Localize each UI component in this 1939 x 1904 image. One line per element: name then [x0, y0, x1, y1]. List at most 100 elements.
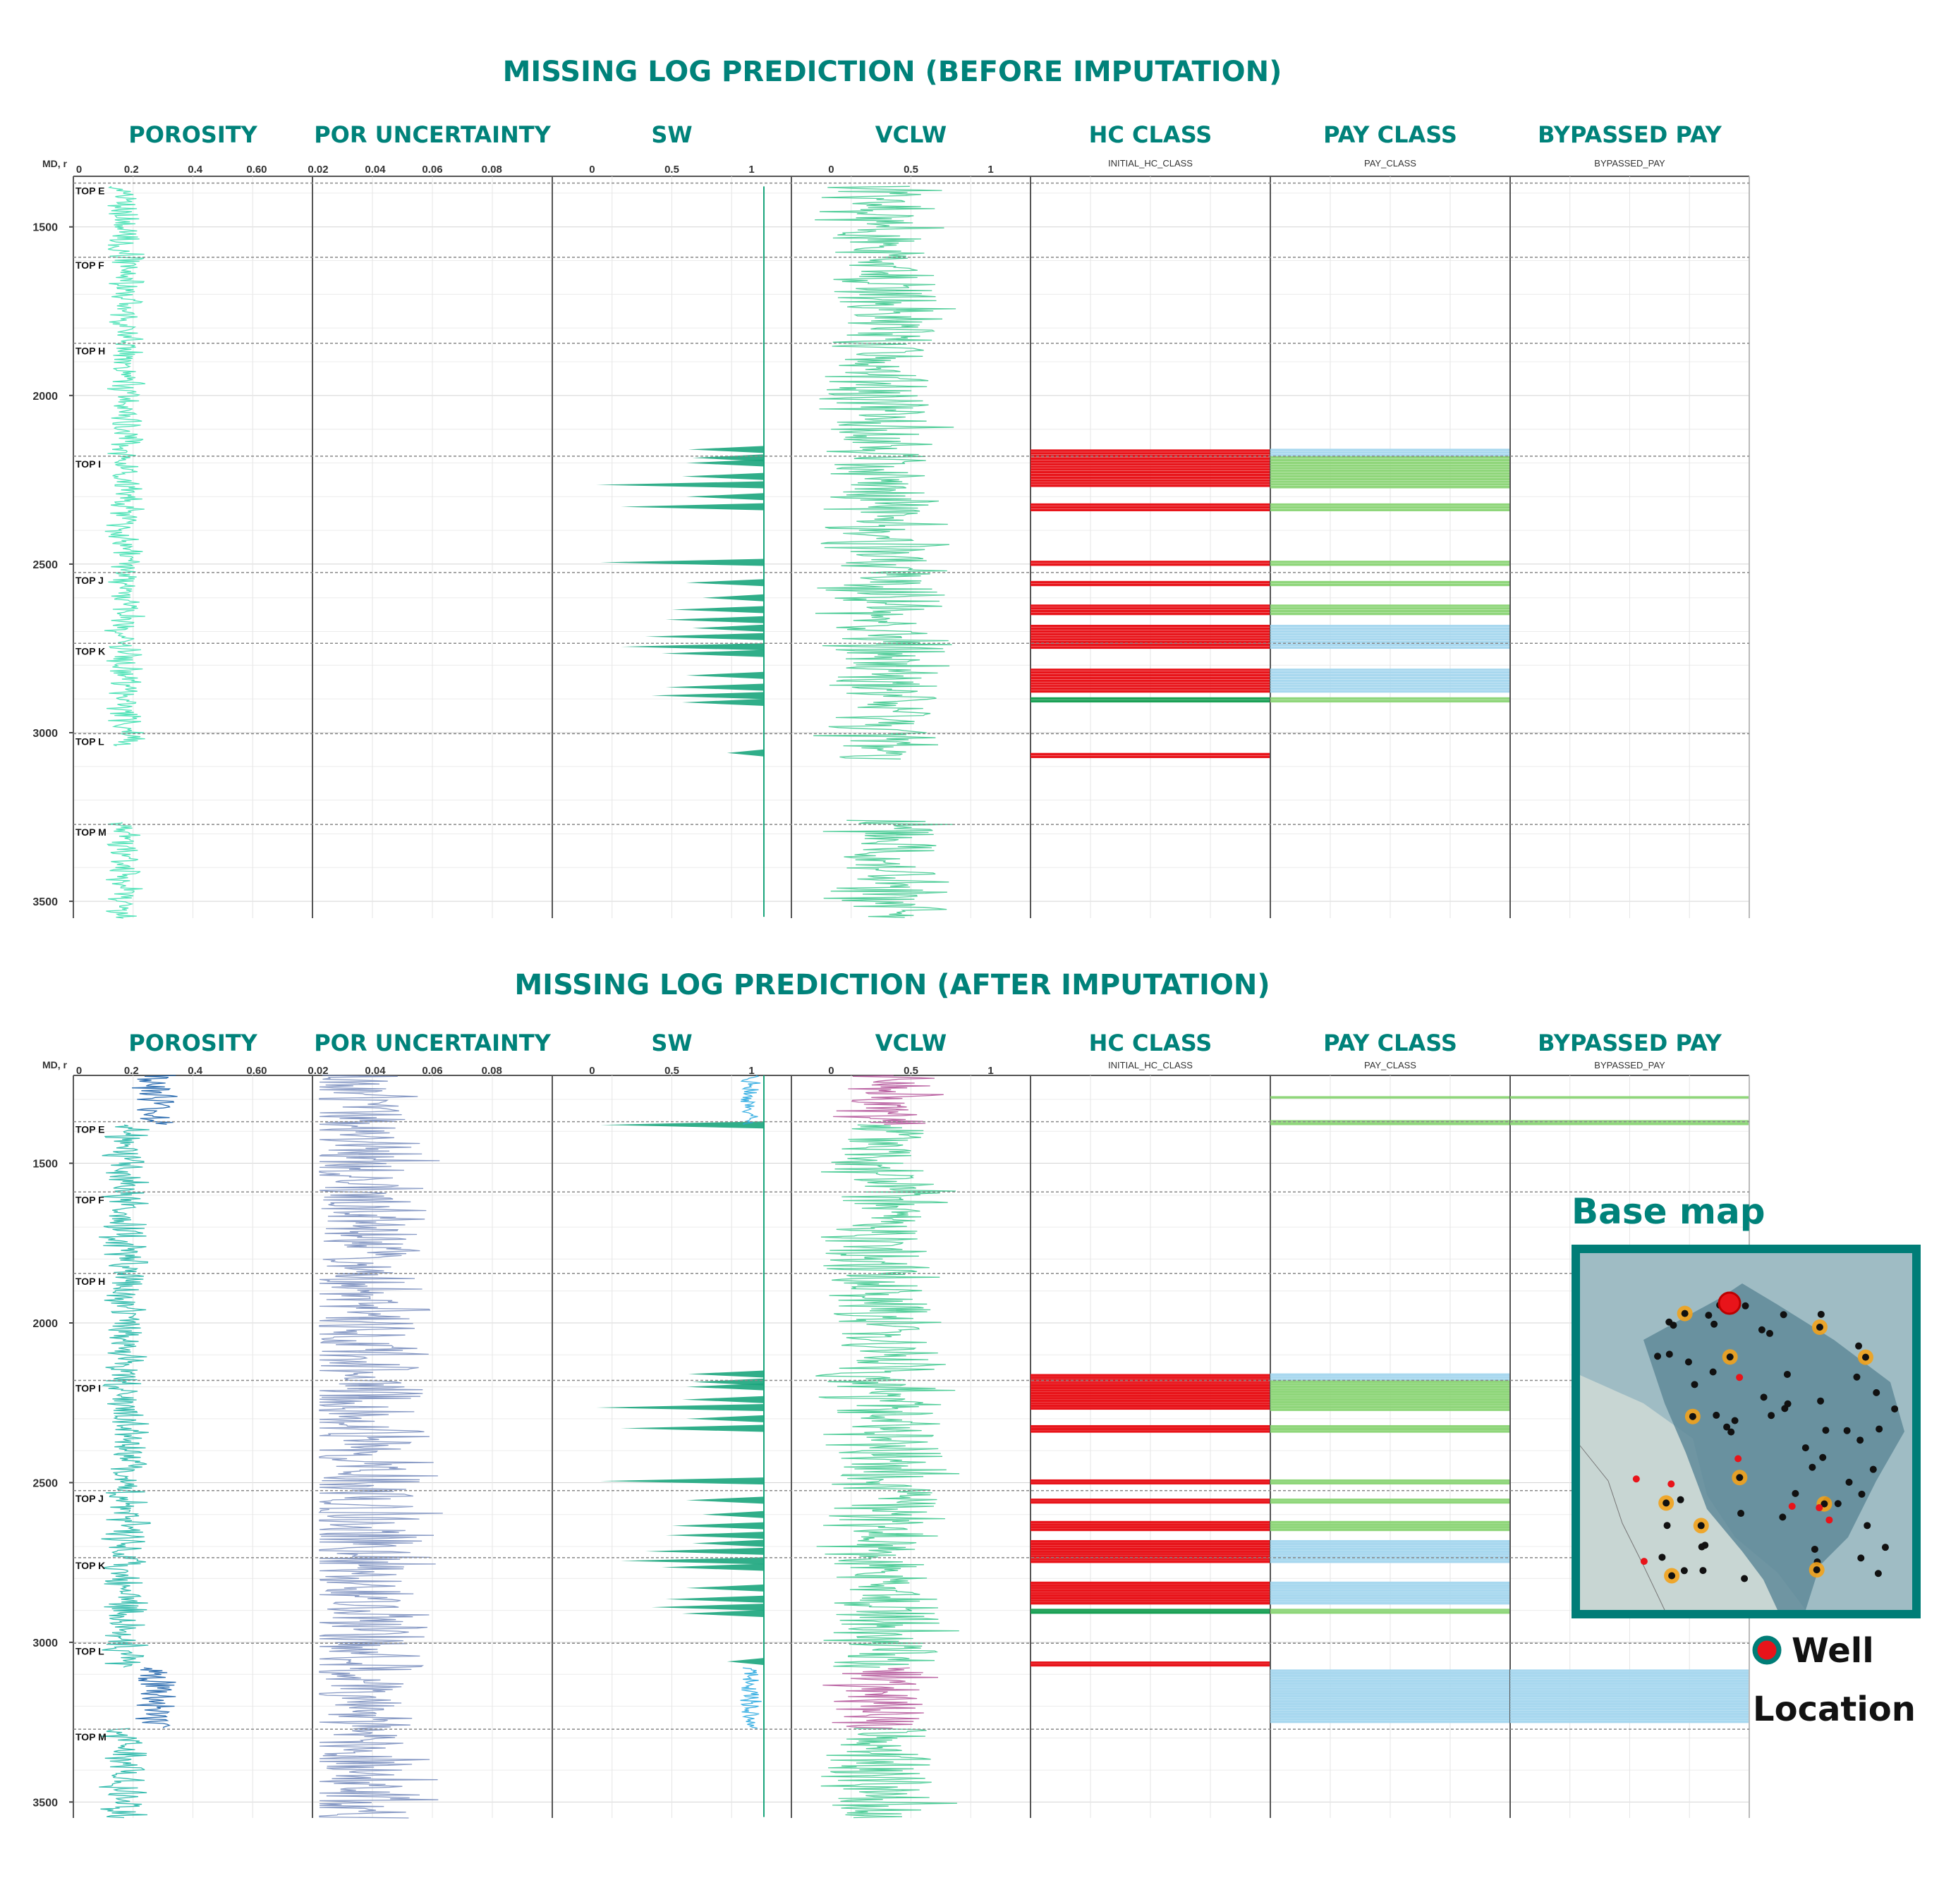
- class-interval-band: [1510, 1695, 1749, 1698]
- base-map-well-icon: [1858, 1490, 1866, 1498]
- class-interval-band: [1031, 630, 1270, 633]
- class-interval-band: [1031, 1424, 1270, 1428]
- class-interval-band: [1031, 697, 1270, 700]
- base-map-well-icon: [1742, 1302, 1749, 1310]
- base-map-well-icon: [1713, 1411, 1720, 1419]
- class-interval-band: [1031, 640, 1270, 644]
- base-map-well-icon: [1768, 1412, 1775, 1420]
- class-interval-band: [1270, 624, 1510, 628]
- class-interval-band: [1031, 1526, 1270, 1529]
- curve-sw-spike: [692, 624, 764, 632]
- track-title: VCLW: [875, 121, 947, 148]
- track-scale-tick: 0.08: [482, 164, 502, 176]
- class-interval-band: [1270, 1581, 1510, 1585]
- class-interval-band: [1270, 646, 1510, 649]
- base-map-well-icon: [1843, 1427, 1851, 1434]
- class-interval-band: [1270, 1589, 1510, 1592]
- track-title: PAY CLASS: [1323, 121, 1457, 148]
- base-map-well-icon: [1855, 1342, 1863, 1350]
- track-scale-tick: 0.2: [124, 164, 139, 176]
- class-interval-band: [1031, 635, 1270, 638]
- depth-axis-label: MD, r: [42, 1059, 68, 1070]
- class-interval-band: [1031, 1555, 1270, 1558]
- track-title: BYPASSED PAY: [1538, 1030, 1722, 1056]
- base-map-well-icon: [1809, 1463, 1816, 1471]
- class-interval-band: [1270, 682, 1510, 685]
- curve-sw-spike: [665, 1595, 764, 1603]
- base-map-well-icon: [1869, 1465, 1877, 1473]
- class-interval-band: [1270, 1697, 1510, 1700]
- track-title: POROSITY: [128, 1030, 257, 1056]
- class-interval-band: [1031, 1545, 1270, 1548]
- class-interval-band: [1270, 1479, 1510, 1482]
- track-scale-tick: 0: [589, 1065, 595, 1077]
- class-interval-band: [1031, 607, 1270, 610]
- class-interval-band: [1031, 673, 1270, 677]
- class-interval-band: [1031, 755, 1270, 759]
- panel-title: MISSING LOG PREDICTION (AFTER IMPUTATION…: [514, 969, 1270, 1001]
- class-interval-band: [1031, 1523, 1270, 1526]
- curve-sw-spike: [665, 683, 764, 691]
- class-interval-band: [1270, 604, 1510, 607]
- track-scale-tick: 0.60: [246, 1065, 267, 1077]
- track-scale-tick: 0: [828, 1065, 834, 1077]
- class-interval-band: [1270, 697, 1510, 700]
- curve-sw-spike: [703, 1511, 764, 1518]
- base-map-well-icon: [1876, 1425, 1883, 1433]
- formation-top-label: TOP K: [75, 1560, 105, 1571]
- curve-sw-spike: [686, 493, 764, 501]
- base-map-well-icon: [1680, 1567, 1688, 1575]
- class-interval-band: [1270, 483, 1510, 486]
- class-interval-band: [1031, 1386, 1270, 1390]
- base-map-well-icon: [1737, 1510, 1745, 1518]
- class-interval-band: [1031, 470, 1270, 474]
- depth-tick-label: 2500: [32, 559, 58, 571]
- class-interval-band: [1270, 1388, 1510, 1391]
- class-interval-band: [1031, 1389, 1270, 1392]
- class-interval-band: [1270, 1545, 1510, 1548]
- class-interval-band: [1270, 1391, 1510, 1393]
- class-interval-band: [1031, 1611, 1270, 1614]
- formation-top-label: TOP L: [75, 736, 104, 747]
- curve-vclw: [820, 1728, 957, 1819]
- base-map-red-well-icon: [1816, 1504, 1823, 1512]
- class-interval-band: [1270, 1609, 1510, 1611]
- track-scale-tick: 1: [987, 164, 993, 176]
- class-interval-band: [1031, 685, 1270, 688]
- base-map-title: Base map: [1572, 1191, 1765, 1232]
- class-interval-band: [1270, 1550, 1510, 1553]
- panel-after-imputation: MISSING LOG PREDICTION (AFTER IMPUTATION…: [32, 969, 1750, 1819]
- class-interval-band: [1270, 1096, 1510, 1099]
- curve-sw-spike: [600, 559, 764, 566]
- class-interval-band: [1510, 1699, 1749, 1703]
- class-interval-band: [1270, 687, 1510, 690]
- depth-tick-label: 3000: [32, 1637, 58, 1649]
- class-interval-band: [1270, 472, 1510, 475]
- track-curve-name: INITIAL_HC_CLASS: [1108, 158, 1193, 169]
- class-interval-band: [1031, 484, 1270, 487]
- formation-top-label: TOP L: [75, 1645, 104, 1656]
- base-map-well-icon: [1691, 1381, 1698, 1389]
- class-interval-band: [1270, 627, 1510, 630]
- class-interval-band: [1031, 1584, 1270, 1587]
- base-map-well-icon: [1792, 1489, 1799, 1497]
- depth-axis-label: MD, r: [42, 158, 68, 169]
- track-scale-tick: 1: [748, 1065, 754, 1077]
- class-interval-band: [1031, 627, 1270, 630]
- class-interval-band: [1270, 1400, 1510, 1404]
- curve-sw-spike: [651, 1604, 764, 1611]
- curve-sw-imputed-: [740, 1667, 762, 1729]
- class-interval-band: [1031, 473, 1270, 477]
- class-interval-band: [1031, 457, 1270, 460]
- formation-top-label: TOP E: [75, 185, 105, 197]
- class-interval-band: [1510, 1697, 1749, 1700]
- curve-porosity: [99, 1728, 148, 1819]
- base-map-well-icon: [1822, 1427, 1830, 1434]
- base-map-well-icon: [1710, 1320, 1718, 1328]
- class-interval-band: [1031, 1427, 1270, 1431]
- curve-porosity-imputed-: [135, 1667, 176, 1728]
- class-interval-band: [1270, 1679, 1510, 1683]
- class-interval-band: [1031, 633, 1270, 635]
- curve-sw-spike: [645, 1547, 764, 1555]
- base-map-well-icon: [1857, 1554, 1865, 1562]
